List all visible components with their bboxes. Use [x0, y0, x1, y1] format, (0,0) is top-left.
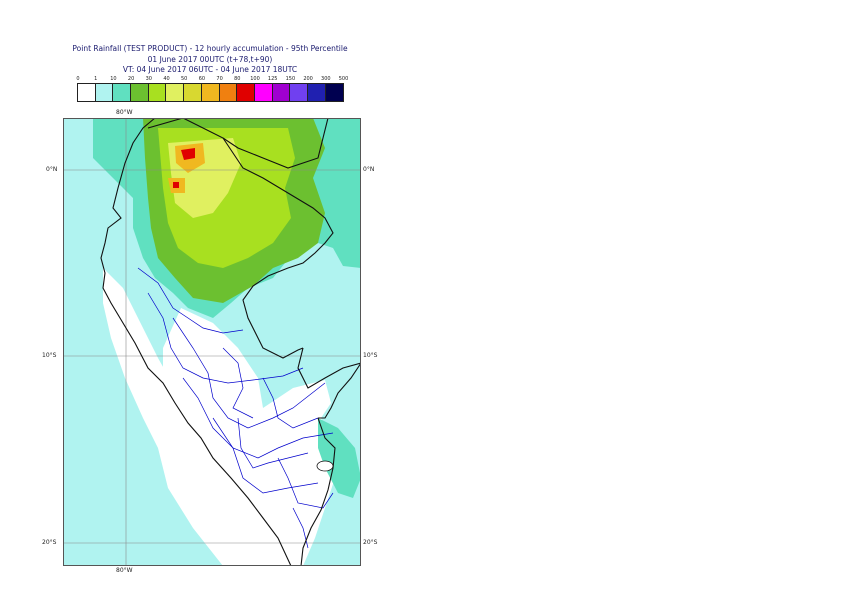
legend-swatch-1 [95, 84, 114, 101]
legend-tick-label: 500 [338, 76, 349, 82]
rain-band-80-100 [173, 148, 195, 188]
legend-tick-label: 80 [234, 76, 241, 82]
legend-swatch-5 [166, 84, 185, 101]
legend-tick-label: 20 [127, 76, 135, 82]
dry-land-area [163, 308, 335, 566]
lat-label-right-20: 20°S [363, 539, 378, 546]
legend-swatch-7 [201, 84, 220, 101]
lat-label-left-0: 0°N [46, 166, 58, 173]
legend-boxes [77, 83, 345, 102]
legend-swatch-0 [78, 84, 96, 101]
legend-tick-label: 10 [110, 76, 117, 82]
legend-tick-label: 200 [303, 76, 313, 82]
rainfall-map [63, 118, 361, 566]
legend-tick-label: 100 [250, 76, 260, 82]
legend-swatch-11 [272, 84, 291, 101]
legend-tick-label: 300 [321, 76, 331, 82]
lon-label-bottom: 80°W [116, 567, 133, 574]
lat-label-right-10: 10°S [363, 352, 378, 359]
legend-swatch-2 [113, 84, 132, 101]
legend-tick-label: 50 [181, 76, 188, 82]
country-borders [100, 118, 361, 566]
legend-swatch-3 [131, 84, 149, 101]
map-run-time: 01 June 2017 00UTC (t+78,t+90) [147, 55, 273, 64]
legend-swatch-14 [325, 84, 344, 101]
graticule [63, 118, 361, 566]
legend-tick-label: 60 [198, 76, 206, 82]
legend-swatch-12 [290, 84, 308, 101]
legend-swatch-4 [148, 84, 167, 101]
lon-label-top: 80°W [116, 109, 133, 116]
legend-tick-label: 0 [76, 76, 80, 82]
legend-tick-label: 40 [163, 76, 170, 82]
legend-swatch-13 [307, 84, 326, 101]
map-frame [63, 118, 361, 566]
legend-swatch-6 [184, 84, 202, 101]
legend-tick-label: 125 [267, 76, 278, 82]
legend-tick-label: 1 [94, 76, 98, 82]
regional-borders [137, 267, 334, 549]
map-valid-time: VT: 04 June 2017 06UTC - 04 June 2017 18… [122, 65, 298, 74]
lat-label-left-10: 10°S [42, 352, 57, 359]
rain-band-60-70 [168, 143, 205, 193]
legend-tick-label: 70 [216, 76, 223, 82]
rain-band-10-20-east [318, 418, 361, 498]
lat-label-right-0: 0°N [363, 166, 375, 173]
legend-swatch-8 [219, 84, 238, 101]
legend-swatch-10 [254, 84, 273, 101]
legend-swatch-9 [237, 84, 255, 101]
map-title: Point Rainfall (TEST PRODUCT) - 12 hourl… [72, 44, 348, 53]
lat-label-left-20: 20°S [42, 539, 57, 546]
legend-tick-label: 150 [285, 76, 296, 82]
coastal-dry-strip [103, 268, 278, 566]
lake-titicaca [316, 460, 334, 472]
legend-tick-label: 30 [145, 76, 152, 82]
